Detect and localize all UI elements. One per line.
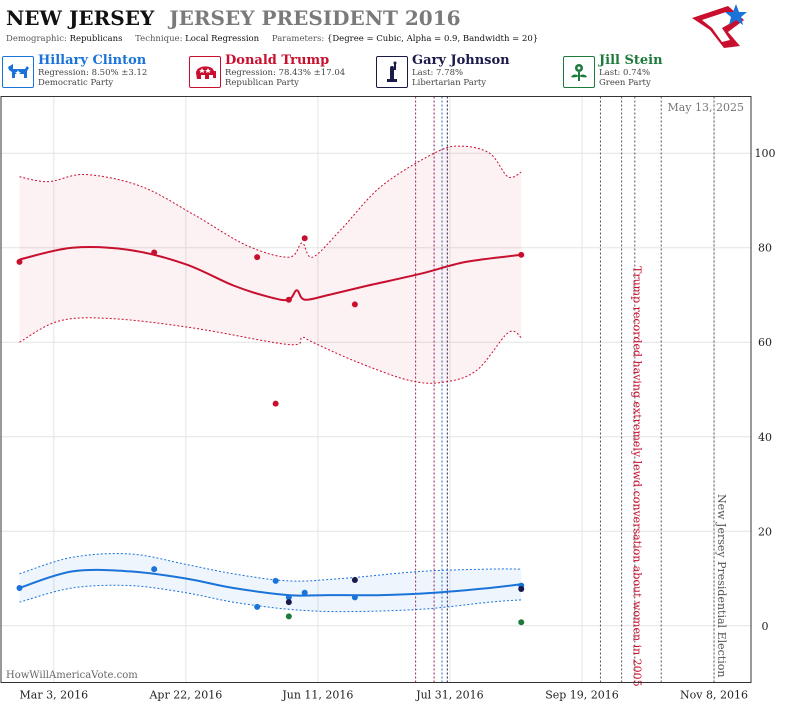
donald-trump-poll-point xyxy=(254,254,261,261)
donald-trump-trend-line xyxy=(19,246,522,302)
x-tick-label: Nov 8, 2016 xyxy=(680,689,748,702)
y-tick-label: 80 xyxy=(758,242,772,255)
hillary-clinton-poll-point xyxy=(301,589,308,596)
annotation-label: Trump recorded having extremely lewd con… xyxy=(631,266,644,687)
donald-trump-poll-point xyxy=(351,301,358,308)
flower-icon xyxy=(563,56,595,88)
chart-title: NEW JERSEY JERSEY PRESIDENT 2016 xyxy=(6,6,461,30)
trump-party: Republican Party xyxy=(225,78,299,88)
stein-name: Jill Stein xyxy=(599,53,663,68)
annotation-label: New Jersey Presidential Election xyxy=(715,494,728,677)
annotations: Trump recorded having extremely lewd con… xyxy=(631,266,729,687)
site-logo-icon[interactable] xyxy=(688,2,748,52)
plot-frame xyxy=(0,96,752,683)
donald-trump-upper-bound xyxy=(19,145,522,258)
gary-johnson-poll-point xyxy=(351,576,358,583)
hillary-clinton-poll-point xyxy=(272,577,279,584)
x-tick-label: Sep 19, 2016 xyxy=(545,689,619,702)
legend-trump[interactable]: Donald Trump Regression: 78.43% ±17.04 R… xyxy=(189,54,369,92)
y-tick-label: 20 xyxy=(758,525,772,538)
y-tick-label: 0 xyxy=(762,620,769,633)
donkey-icon xyxy=(2,56,34,88)
parameters-value: {Degree = Cubic, Alpha = 0.9, Bandwidth … xyxy=(326,34,539,44)
y-tick-label: 40 xyxy=(758,431,772,444)
y-tick-label: 60 xyxy=(758,336,772,349)
donald-trump-poll-point xyxy=(151,249,158,256)
hillary-clinton-poll-point xyxy=(254,603,261,610)
clinton-name: Hillary Clinton xyxy=(38,53,147,68)
technique-value: Local Regression xyxy=(185,34,260,44)
hillary-clinton-band-area xyxy=(19,553,522,612)
parameters-label: Parameters: xyxy=(271,34,325,44)
demographic-label: Demographic: xyxy=(6,34,67,44)
legend-stein[interactable]: Jill Stein Last: 0.74% Green Party xyxy=(563,54,743,92)
legend-johnson[interactable]: Gary Johnson Last: 7.78% Libertarian Par… xyxy=(376,54,556,92)
race-title: JERSEY PRESIDENT 2016 xyxy=(169,6,461,30)
poll-points xyxy=(16,235,525,626)
confidence-bands xyxy=(19,145,522,613)
jill-stein-poll-point xyxy=(518,619,525,626)
parameters-line: Demographic: Republicans Technique: Loca… xyxy=(6,34,548,44)
donald-trump-poll-point xyxy=(301,235,308,242)
hillary-clinton-poll-point xyxy=(351,594,358,601)
elephant-icon xyxy=(189,56,221,88)
clinton-party: Democratic Party xyxy=(38,78,114,88)
donald-trump-poll-point xyxy=(285,296,292,303)
x-tick-label: Jul 31, 2016 xyxy=(415,689,484,702)
liberty-icon xyxy=(376,56,408,88)
demographic-value: Republicans xyxy=(69,34,123,44)
donald-trump-lower-bound xyxy=(19,317,522,384)
stein-party: Green Party xyxy=(599,78,651,88)
jill-stein-poll-point xyxy=(285,613,292,620)
clinton-stat: Regression: 8.50% ±3.12 xyxy=(38,68,148,78)
hillary-clinton-upper-bound xyxy=(19,553,522,582)
hillary-clinton-poll-point xyxy=(151,566,158,573)
hillary-clinton-lower-bound xyxy=(19,584,522,613)
donald-trump-band-area xyxy=(19,146,522,384)
watermark: HowWillAmericaVote.com xyxy=(6,670,138,681)
donald-trump-poll-point xyxy=(16,258,23,265)
gary-johnson-poll-point xyxy=(285,599,292,606)
event-lines xyxy=(415,96,715,683)
y-tick-label: 100 xyxy=(755,147,776,160)
donald-trump-poll-point xyxy=(518,251,525,258)
johnson-party: Libertarian Party xyxy=(412,78,487,88)
trump-stat: Regression: 78.43% ±17.04 xyxy=(225,68,346,78)
axis-ticks: Mar 3, 2016 Apr 22, 2016 Jun 11, 2016 Jul 3… xyxy=(20,147,776,701)
trump-name: Donald Trump xyxy=(225,53,330,68)
x-tick-label: Mar 3, 2016 xyxy=(20,689,89,702)
date-stamp: May 13, 2025 xyxy=(667,101,744,114)
poll-chart: Trump recorded having extremely lewd con… xyxy=(0,96,776,702)
legend-clinton[interactable]: Hillary Clinton Regression: 8.50% ±3.12 … xyxy=(2,54,182,92)
hillary-clinton-poll-point xyxy=(16,584,23,591)
hillary-clinton-poll-point xyxy=(285,594,292,601)
technique-label: Technique: xyxy=(135,34,183,44)
donald-trump-poll-point xyxy=(272,400,279,407)
johnson-name: Gary Johnson xyxy=(412,53,510,68)
johnson-stat: Last: 7.78% xyxy=(412,68,464,78)
gary-johnson-poll-point xyxy=(518,586,525,593)
x-tick-label: Jun 11, 2016 xyxy=(281,689,353,702)
state-title: NEW JERSEY xyxy=(6,6,155,30)
stein-stat: Last: 0.74% xyxy=(599,68,651,78)
x-tick-label: Apr 22, 2016 xyxy=(148,689,222,702)
